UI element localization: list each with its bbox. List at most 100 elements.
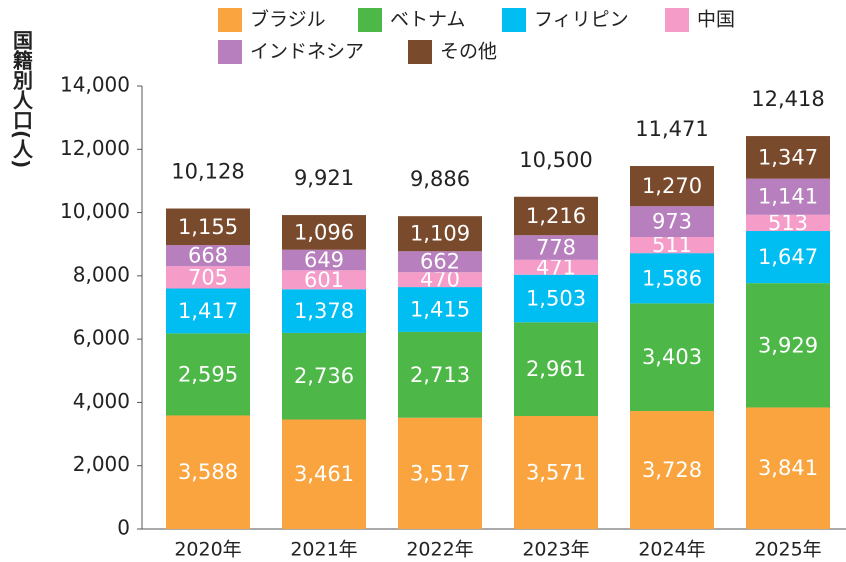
bar-segment [514,416,598,529]
value-label: 2,961 [526,357,586,381]
bar-segment [282,270,366,290]
value-label: 1,155 [178,215,238,239]
total-label: 10,500 [519,148,592,172]
y-tick-label: 14,000 [60,73,130,97]
value-label: 1,216 [526,204,586,228]
bar-segment [282,249,366,271]
bar-segment [746,178,830,215]
value-label: 511 [652,233,692,257]
legend-label: 中国 [697,9,735,31]
bar-segment [514,235,598,260]
legend-label: ブラジル [250,8,326,31]
x-tick-label: 2022年 [406,539,473,561]
bar-segment [398,272,482,288]
x-tick-label: 2021年 [290,539,357,561]
value-label: 973 [652,210,692,234]
bar-segment [398,331,482,418]
value-label: 1,503 [526,287,586,311]
value-label: 1,417 [178,299,238,323]
bar-segment [166,266,250,289]
bar-segment [514,196,598,236]
bar-segment [166,288,250,334]
value-label: 668 [188,244,228,268]
bar-segment [514,274,598,323]
bar-segment [282,289,366,333]
value-label: 2,713 [410,363,470,387]
legend-swatch [665,8,689,32]
bar-segment [630,236,714,254]
bar-segment [398,251,482,273]
bar-segment [398,417,482,529]
value-label: 3,728 [642,458,702,482]
value-label: 649 [304,248,344,272]
y-tick-label: 0 [117,516,130,540]
value-label: 1,141 [758,185,818,209]
y-tick-label: 4,000 [73,389,130,413]
bar-segment [282,332,366,420]
value-label: 3,403 [642,345,702,369]
value-label: 1,415 [410,297,470,321]
value-label: 1,096 [294,220,354,244]
legend-swatch [358,8,382,32]
y-axis-label: 国籍別人口(人) [10,30,34,168]
value-label: 3,929 [758,333,818,357]
value-label: 2,736 [294,364,354,388]
value-label: 1,109 [410,222,470,246]
legend-swatch [218,40,242,64]
total-label: 9,886 [410,167,470,191]
total-label: 11,471 [635,117,708,141]
bar-segment [514,322,598,417]
value-label: 2,595 [178,362,238,386]
value-label: 1,378 [294,299,354,323]
bar-segment [746,283,830,408]
y-tick-label: 2,000 [73,452,130,476]
x-tick-label: 2020年 [174,539,241,561]
bar-segment [630,303,714,412]
x-tick-label: 2023年 [522,539,589,561]
y-tick-label: 8,000 [73,262,130,286]
bar-segment [630,206,714,237]
value-label: 3,517 [410,461,470,485]
total-label: 9,921 [294,166,354,190]
value-label: 778 [536,236,576,260]
total-label: 12,418 [751,87,824,111]
bar-segment [166,245,250,267]
bar-segment [282,419,366,529]
legend-label: フィリピン [534,9,629,31]
value-label: 601 [304,268,344,292]
bar-segment [746,214,830,232]
bar-segment [398,216,482,252]
y-tick-label: 10,000 [60,199,130,223]
value-label: 705 [188,265,228,289]
value-label: 662 [420,250,460,274]
bar-segment [166,333,250,416]
bar-segment [630,166,714,207]
total-label: 10,128 [171,160,244,184]
legend-swatch [502,8,526,32]
y-tick-label: 12,000 [60,136,130,160]
bar-segment [630,411,714,529]
legend-swatch [408,40,432,64]
legend-label: インドネシア [250,41,364,63]
value-label: 1,586 [642,266,702,290]
value-label: 513 [768,211,808,235]
legend-label: ベトナム [390,9,465,31]
bar-segment [398,287,482,332]
value-label: 1,647 [758,245,818,269]
bar-segment [166,415,250,529]
value-label: 1,270 [642,174,702,198]
legend-swatch [218,8,242,32]
bar-segment [630,253,714,304]
bar-segment [746,231,830,284]
value-label: 3,461 [294,462,354,486]
value-label: 3,571 [526,461,586,485]
x-tick-label: 2024年 [638,539,705,561]
bar-segment [746,407,830,529]
x-tick-label: 2025年 [754,539,821,561]
legend-label: その他 [440,41,497,63]
value-label: 3,841 [758,456,818,480]
bar-segment [166,208,250,246]
bar-segment [746,136,830,179]
bar-segment [514,259,598,275]
y-tick-label: 6,000 [73,326,130,350]
